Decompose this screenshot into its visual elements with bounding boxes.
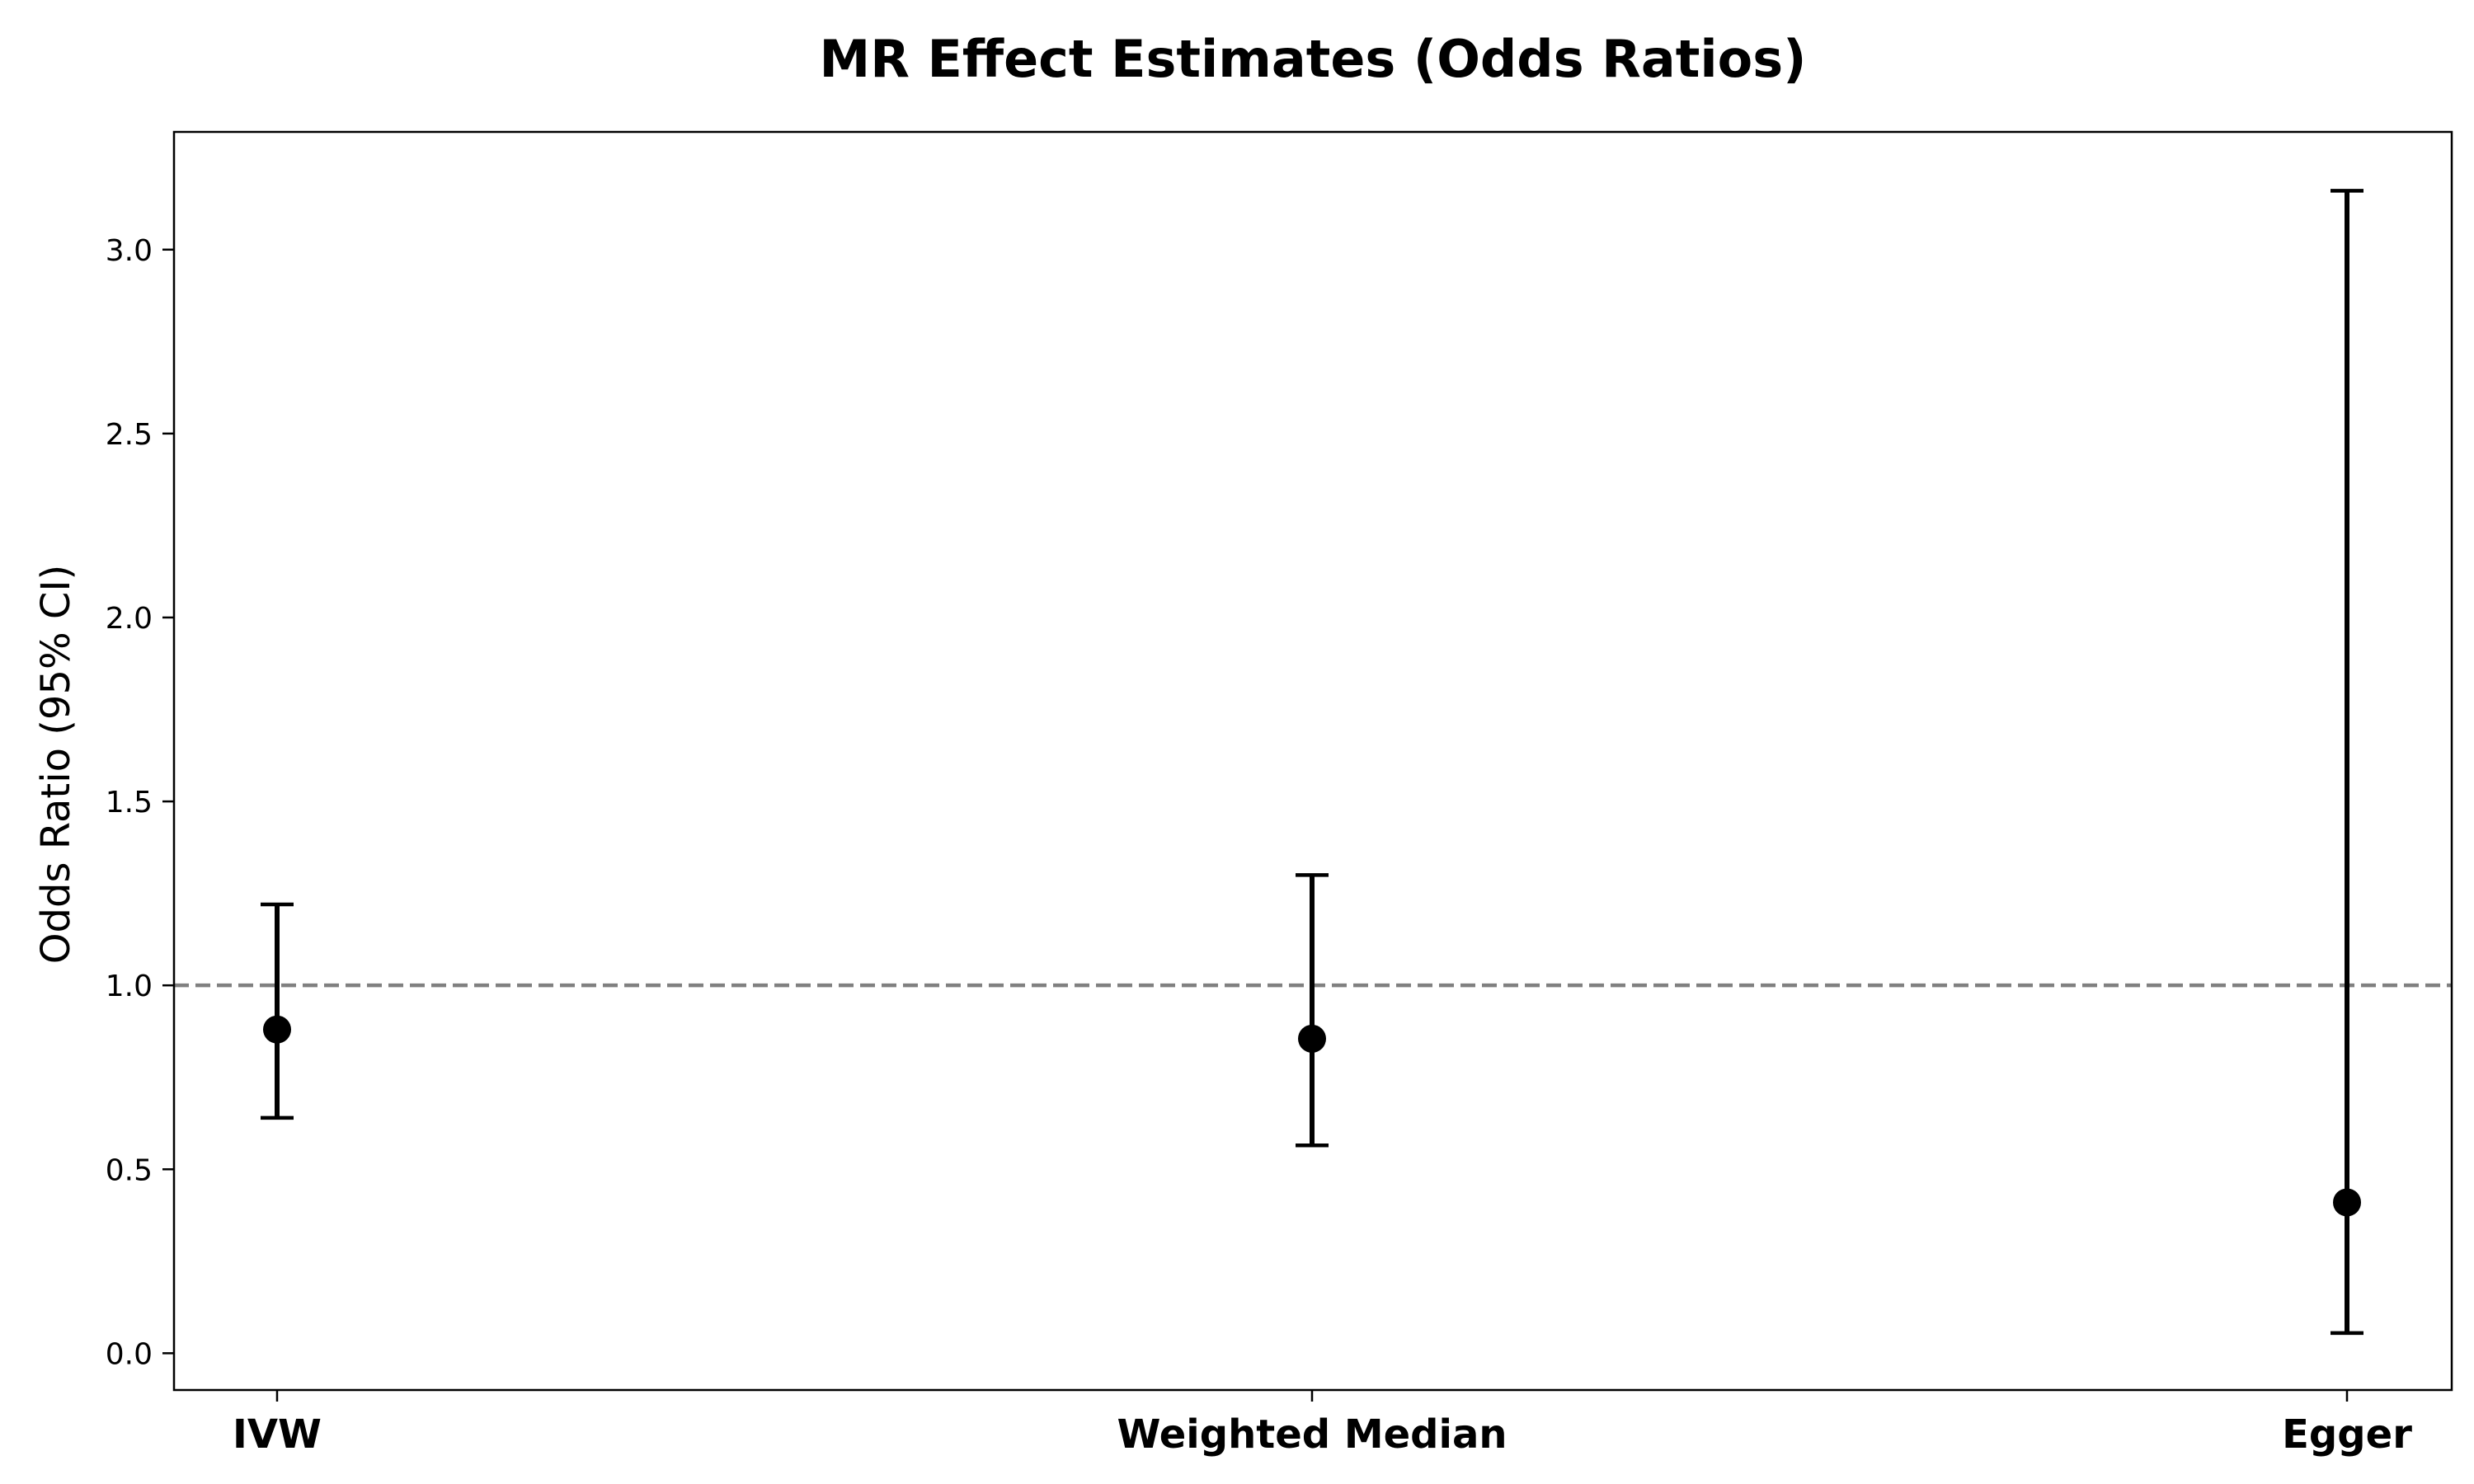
y-tick-label: 0.5 <box>106 1153 153 1187</box>
x-tick-label: IVW <box>233 1411 322 1458</box>
estimate-point <box>263 1015 291 1044</box>
y-tick-label: 0.0 <box>106 1337 153 1371</box>
y-tick-label: 1.0 <box>106 970 153 1003</box>
plot-area: 0.0 0.5 1.0 1.5 2.0 2.5 3.0 IVW Weighted Median E… <box>106 189 2452 1458</box>
y-axis-label: Odds Ratio (95% CI) <box>33 565 79 965</box>
plot-frame <box>172 130 2453 1392</box>
y-tick-label: 2.0 <box>106 602 153 636</box>
y-tick-label: 1.5 <box>106 786 153 819</box>
chart-title: MR Effect Estimates (Odds Ratios) <box>820 29 1807 89</box>
x-tick-label: Egger <box>2282 1411 2412 1458</box>
estimate-point <box>2333 1188 2361 1217</box>
estimate-point <box>1298 1024 1326 1053</box>
y-tick-label: 3.0 <box>106 234 153 268</box>
x-tick-label: Weighted Median <box>1117 1411 1507 1458</box>
y-tick-label: 2.5 <box>106 418 153 452</box>
